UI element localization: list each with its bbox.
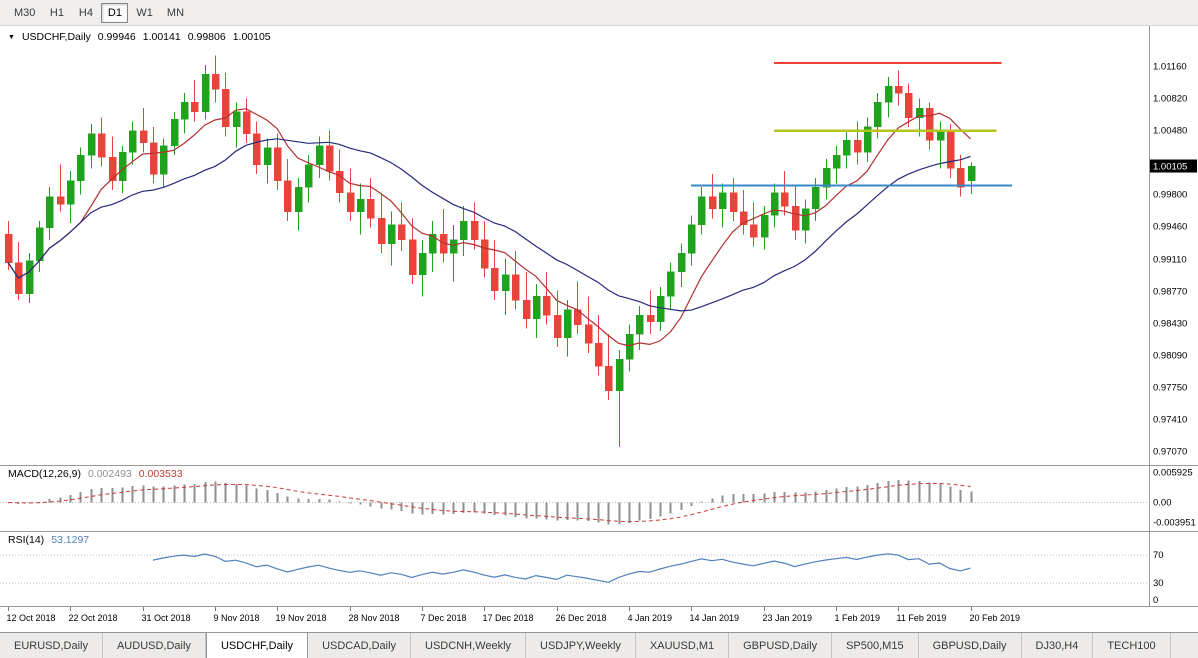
svg-text:20 Feb 2019: 20 Feb 2019 [970,613,1021,623]
svg-text:31 Oct 2018: 31 Oct 2018 [142,613,191,623]
svg-text:7 Dec 2018: 7 Dec 2018 [421,613,467,623]
svg-text:12 Oct 2018: 12 Oct 2018 [7,613,56,623]
svg-text:17 Dec 2018: 17 Dec 2018 [483,613,534,623]
current-price-value: 1.00105 [1153,162,1187,173]
svg-text:26 Dec 2018: 26 Dec 2018 [556,613,607,623]
svg-text:0.99460: 0.99460 [1153,222,1187,233]
svg-text:4 Jan 2019: 4 Jan 2019 [628,613,673,623]
svg-text:14 Jan 2019: 14 Jan 2019 [690,613,740,623]
timeframe-button-mn[interactable]: MN [166,6,185,19]
moving-average-line-21 [7,138,971,312]
rsi-line [152,553,971,583]
chart-tab-bar: EURUSD,Daily AUDUSD,Daily USDCHF,Daily USDC… [0,632,1198,658]
svg-text:0.97410: 0.97410 [1153,415,1187,426]
chart-tab-usdcnh-weekly[interactable]: USDCNH,Weekly [411,633,527,658]
timeframe-button-w1[interactable]: W1 [136,6,153,19]
svg-text:11 Feb 2019: 11 Feb 2019 [897,613,947,623]
svg-text:0.98770: 0.98770 [1153,287,1187,298]
svg-text:1 Feb 2019: 1 Feb 2019 [835,613,881,623]
chart-tab-tech100[interactable]: TECH100 [1093,633,1171,658]
chart-tab-usdjpy-weekly[interactable]: USDJPY,Weekly [526,633,636,658]
chart-tab-dj30-h4[interactable]: DJ30,H4 [1022,633,1094,658]
chart-menu-icon[interactable]: ▼ [8,33,15,41]
macd-signal-line [7,482,971,523]
svg-text:30: 30 [1153,578,1164,589]
chart-tab-xauusd-m1[interactable]: XAUUSD,M1 [636,633,730,658]
svg-text:1.01160: 1.01160 [1153,62,1187,73]
svg-text:0.005925: 0.005925 [1153,467,1193,478]
svg-text:9 Nov 2018: 9 Nov 2018 [214,613,260,623]
timeframe-button-h4[interactable]: H4 [78,6,93,19]
svg-text:1.00480: 1.00480 [1153,126,1187,137]
chart-tab-gbpusd-daily-2[interactable]: GBPUSD,Daily [919,633,1022,658]
timeframe-button-h1[interactable]: H1 [49,6,64,19]
time-axis[interactable]: 12 Oct 2018 22 Oct 2018 31 Oct 2018 9 Nov 2… [7,607,1021,623]
moving-average-line-8 [7,108,971,347]
chart-canvas[interactable]: 1.01160 1.00820 1.00480 0.99800 0.99460 0.991… [0,26,1198,632]
svg-text:-0.003951: -0.003951 [1153,518,1196,529]
macd-histogram [17,480,973,525]
svg-text:0.97070: 0.97070 [1153,447,1187,458]
svg-text:0.00: 0.00 [1153,498,1172,509]
svg-text:1.00820: 1.00820 [1153,94,1187,105]
svg-text:28 Nov 2018: 28 Nov 2018 [349,613,400,623]
rsi-axis[interactable]: 70 30 0 [1153,550,1164,606]
candles-layer [4,55,976,447]
current-price-box [1150,159,1197,173]
price-axis[interactable]: 1.01160 1.00820 1.00480 0.99800 0.99460 0.991… [1150,62,1197,458]
svg-text:0: 0 [1153,595,1158,606]
chart-tab-gbpusd-daily[interactable]: GBPUSD,Daily [729,633,833,658]
timeframe-button-d1[interactable]: D1 [101,2,129,23]
chart-tab-eurusd-daily[interactable]: EURUSD,Daily [0,633,103,658]
svg-text:19 Nov 2018: 19 Nov 2018 [276,613,327,623]
timeframe-toolbar: M30 H1 H4 D1 W1 MN [0,0,1198,26]
timeframe-button-m30[interactable]: M30 [14,6,36,19]
svg-text:70: 70 [1153,550,1164,561]
chart-tab-audusd-daily[interactable]: AUDUSD,Daily [103,633,206,658]
svg-text:0.99110: 0.99110 [1153,255,1187,266]
chart-tab-usdcad-daily[interactable]: USDCAD,Daily [308,633,412,658]
svg-text:0.98430: 0.98430 [1153,319,1187,330]
macd-axis[interactable]: 0.005925 0.00 -0.003951 [1153,467,1196,528]
chart-tab-usdchf-daily[interactable]: USDCHF,Daily [205,633,309,658]
svg-text:0.99800: 0.99800 [1153,190,1187,201]
svg-text:0.98090: 0.98090 [1153,351,1187,362]
svg-text:0.97750: 0.97750 [1153,383,1187,394]
svg-text:22 Oct 2018: 22 Oct 2018 [69,613,118,623]
svg-text:23 Jan 2019: 23 Jan 2019 [763,613,813,623]
chart-tab-sp500-m15[interactable]: SP500,M15 [832,633,919,658]
